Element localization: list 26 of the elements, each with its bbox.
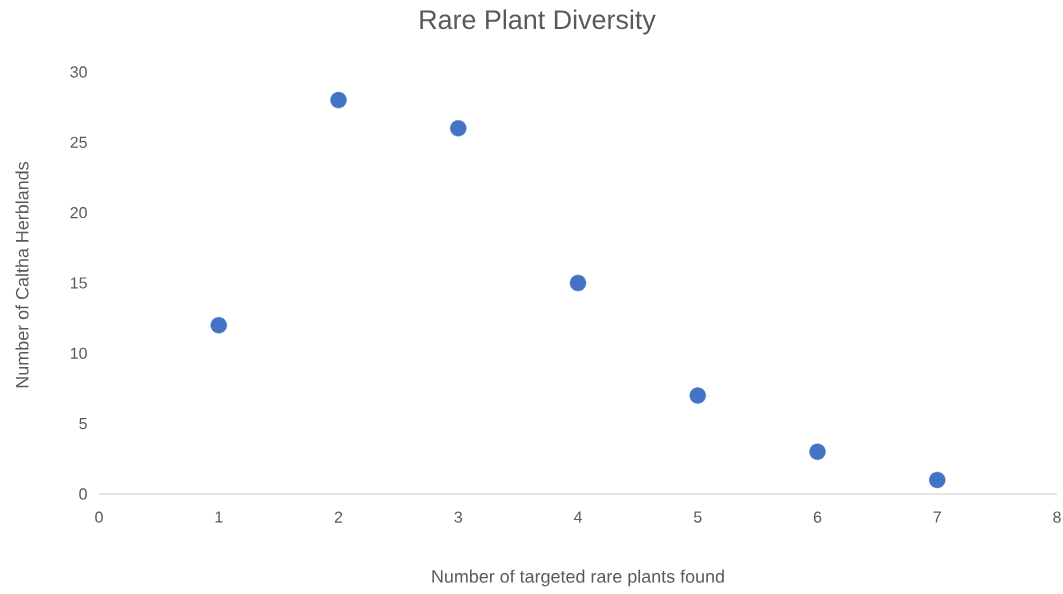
y-tick-label: 10	[70, 347, 87, 359]
point	[569, 274, 587, 292]
point	[330, 91, 347, 109]
x-axis-title: Number of targeted rare plants found	[432, 569, 724, 587]
x-tick-label: 6	[813, 511, 822, 523]
point	[450, 120, 467, 137]
x-tick-label: 3	[454, 511, 462, 523]
y-axis-title: Number of Caltha Herblands	[15, 162, 29, 388]
point	[809, 443, 826, 460]
y-tick-label: 25	[70, 136, 87, 148]
x-tick-label: 8	[1053, 511, 1061, 523]
chart-title: Rare Plant Diversity	[420, 9, 656, 35]
x-tick-label: 0	[95, 511, 103, 523]
x-tick-label: 1	[215, 511, 223, 523]
y-tick-label: 20	[70, 207, 87, 219]
x-tick-label: 7	[933, 511, 941, 523]
y-tick-label: 30	[70, 66, 87, 78]
x-tick-label: 4	[573, 511, 582, 523]
point	[210, 316, 227, 334]
x-tick-label: 2	[334, 511, 343, 523]
y-tick-label: 5	[79, 418, 87, 430]
x-tick-label: 5	[693, 511, 702, 523]
y-tick-label: 15	[70, 277, 87, 289]
point	[689, 387, 706, 404]
y-tick-label: 0	[79, 488, 87, 500]
point	[929, 471, 946, 489]
